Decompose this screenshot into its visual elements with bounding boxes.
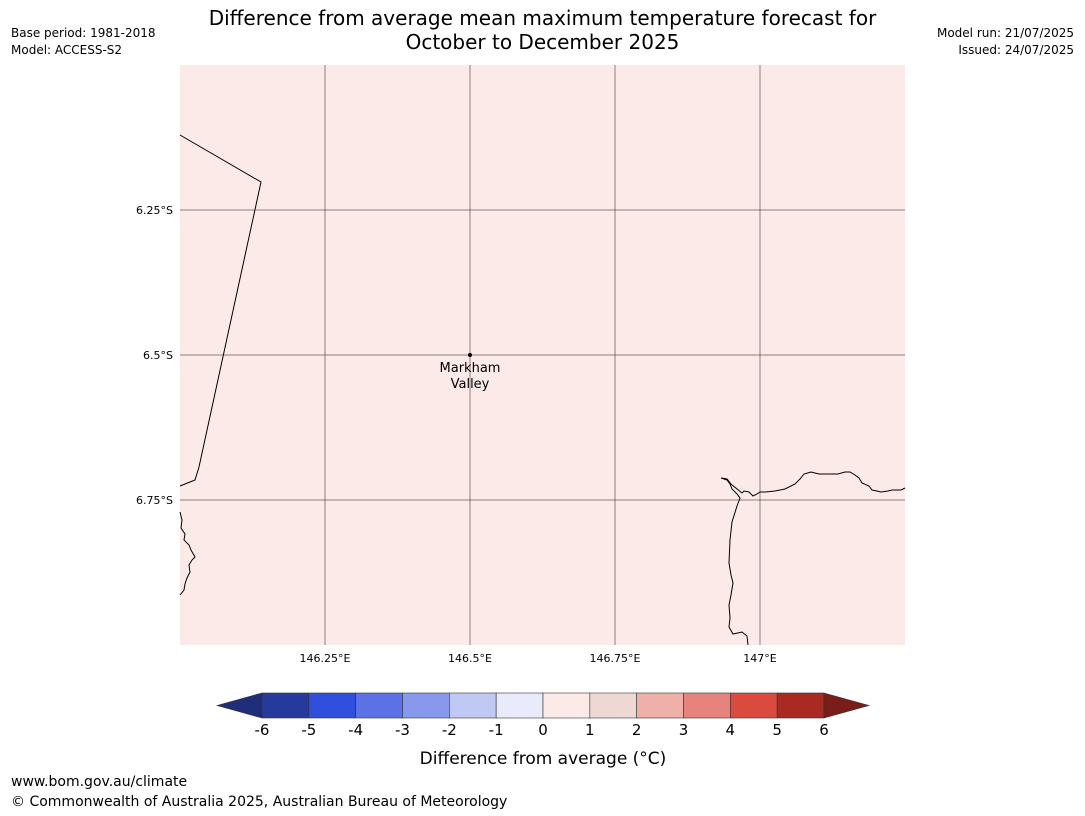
location-label-line-2: Valley <box>451 377 490 392</box>
colorbar-tick: 2 <box>632 721 642 739</box>
colorbar-tick: -6 <box>255 721 270 739</box>
colorbar-tick: 6 <box>819 721 829 739</box>
issued-date: Issued: 24/07/2025 <box>958 43 1074 57</box>
border-line <box>179 134 262 487</box>
title-line-2: October to December 2025 <box>405 30 680 54</box>
location-marker <box>468 353 472 357</box>
colorbar-bins <box>261 692 825 719</box>
title-line-1: Difference from average mean maximum tem… <box>208 6 877 30</box>
lon-tick-label: 146.25°E <box>300 652 351 665</box>
colorbar-bin <box>449 692 497 719</box>
location-label-line-1: Markham <box>440 361 501 376</box>
colorbar-bin <box>261 692 310 719</box>
colorbar-tick: -5 <box>301 721 316 739</box>
colorbar-bin <box>683 692 731 719</box>
colorbar-bin <box>355 692 403 719</box>
colorbar-tick: 5 <box>772 721 782 739</box>
colorbar-bin <box>495 692 544 719</box>
colorbar-bin <box>776 692 825 719</box>
colorbar-tick: -2 <box>442 721 457 739</box>
lon-tick-label: 146.75°E <box>590 652 641 665</box>
footer-copyright: © Commonwealth of Australia 2025, Austra… <box>11 794 508 810</box>
colorbar-tick-labels: -6 -5 -4 -3 -2 -1 0 1 2 3 4 5 6 <box>255 721 829 739</box>
colorbar-bin <box>308 692 356 719</box>
colorbar-label: Difference from average (°C) <box>420 749 667 769</box>
location-markham-valley: Markham Valley <box>440 353 501 392</box>
colorbar-bin <box>636 692 684 719</box>
colorbar-over-triangle <box>823 692 871 719</box>
colorbar-bin <box>542 692 591 719</box>
colorbar-tick: -4 <box>348 721 363 739</box>
coastlines <box>179 134 906 646</box>
chart-title: Difference from average mean maximum tem… <box>0 6 1085 54</box>
latitude-labels: 6.25°S 6.5°S 6.75°S <box>136 204 173 507</box>
map-area <box>180 65 905 645</box>
colorbar-tick: 3 <box>679 721 689 739</box>
colorbar-tick: 1 <box>585 721 595 739</box>
footer-url: www.bom.gov.au/climate <box>11 774 188 790</box>
model-name: Model: ACCESS-S2 <box>11 43 123 57</box>
model-run-date: Model run: 21/07/2025 <box>936 26 1074 40</box>
colorbar-tick: -1 <box>489 721 504 739</box>
run-info: Model run: 21/07/2025 Issued: 24/07/2025 <box>937 25 1074 59</box>
colorbar: -6 -5 -4 -3 -2 -1 0 1 2 3 4 5 6 Difference from aver… <box>215 692 871 769</box>
colorbar-tick: 4 <box>726 721 736 739</box>
colorbar-bin <box>402 692 450 719</box>
lat-tick-label: 6.25°S <box>136 204 173 217</box>
colorbar-under-triangle <box>215 692 263 719</box>
colorbar-tick: 0 <box>538 721 548 739</box>
colorbar-bin <box>730 692 778 719</box>
base-period: Base period: 1981-2018 <box>11 26 156 40</box>
coastline-east <box>720 471 906 646</box>
coastline-west <box>179 511 196 596</box>
lat-tick-label: 6.5°S <box>143 349 173 362</box>
lat-tick-label: 6.75°S <box>136 494 173 507</box>
colorbar-bin <box>589 692 637 719</box>
lon-tick-label: 146.5°E <box>448 652 492 665</box>
colorbar-tick: -3 <box>395 721 410 739</box>
model-info: Base period: 1981-2018 Model: ACCESS-S2 <box>11 25 156 59</box>
lon-tick-label: 147°E <box>743 652 776 665</box>
longitude-labels: 146.25°E 146.5°E 146.75°E 147°E <box>300 652 777 665</box>
